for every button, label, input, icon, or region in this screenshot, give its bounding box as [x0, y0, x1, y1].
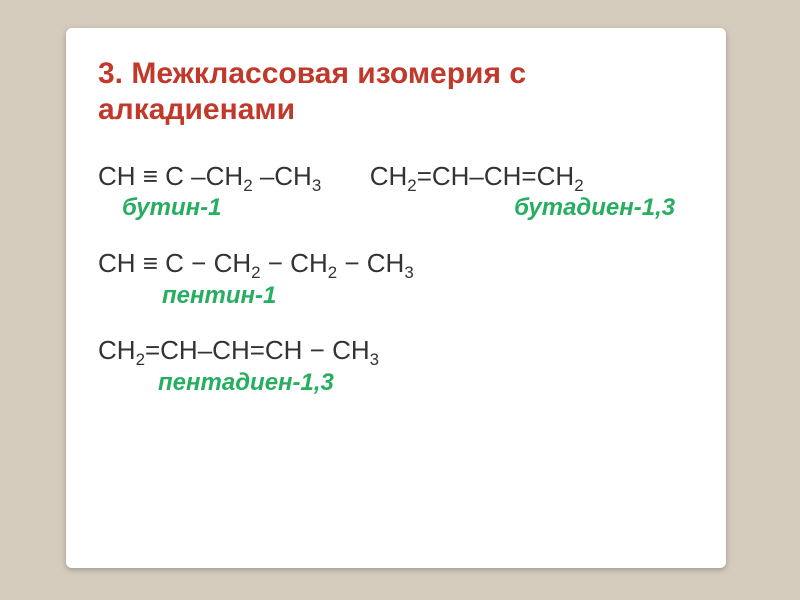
label-row-3: пентадиен-1,3: [98, 369, 698, 398]
title-line-1: 3. Межклассовая изомерия с: [98, 57, 526, 90]
slide-card: 3. Межклассовая изомерия с алкадиенами C…: [66, 28, 726, 568]
label-pentadiene-13: пентадиен-1,3: [98, 369, 334, 398]
formula-row-1: CH ≡ C –CH2 –CH3 CH2=CH–CH=CH2: [98, 158, 698, 194]
label-butadiene-13: бутадиен-1,3: [228, 194, 675, 223]
label-pentyne-1: пентин-1: [98, 282, 276, 311]
formula-pentadiene-13: CH2=CH–CH=CH − CH3: [98, 335, 379, 365]
label-row-1: бутин-1 бутадиен-1,3: [98, 194, 698, 223]
label-row-2: пентин-1: [98, 282, 698, 311]
slide-title: 3. Межклассовая изомерия с алкадиенами: [98, 56, 698, 128]
formula-butadiene-13: CH2=CH–CH=CH2: [370, 161, 584, 191]
formula-pentyne-1: CH ≡ C − CH2 − CH2 − CH3: [98, 248, 414, 278]
title-line-2: алкадиенами: [98, 93, 295, 126]
label-butyne-1: бутин-1: [98, 194, 221, 223]
slide-background: 3. Межклассовая изомерия с алкадиенами C…: [0, 0, 800, 600]
formula-row-3: CH2=CH–CH=CH − CH3: [98, 332, 698, 368]
formula-butyne-1: CH ≡ C –CH2 –CH3: [98, 161, 321, 191]
formula-row-2: CH ≡ C − CH2 − CH2 − CH3: [98, 245, 698, 281]
